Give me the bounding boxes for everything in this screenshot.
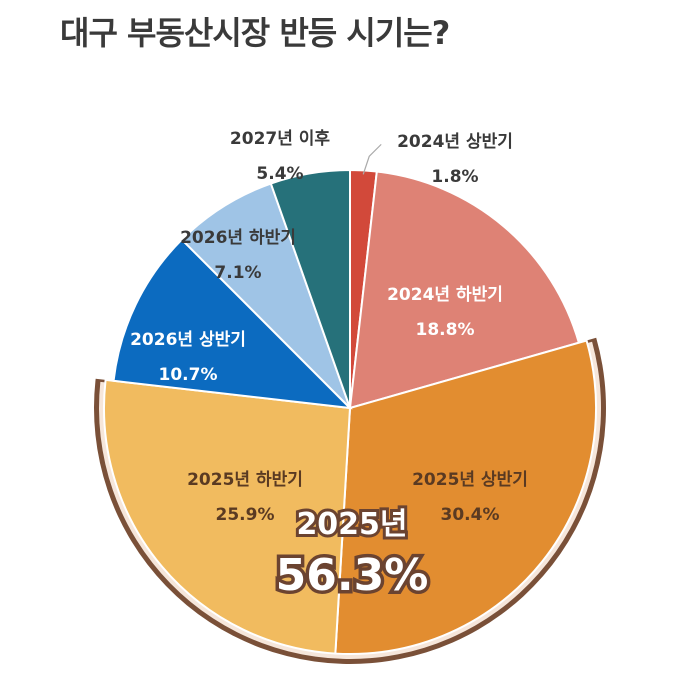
highlight-label: 2025년: [296, 507, 407, 542]
slice-value-2024년-하반기: 18.8%: [416, 320, 475, 340]
slice-label-2025년-상반기: 2025년 상반기: [412, 470, 528, 490]
highlight-value: 56.3%: [276, 550, 429, 601]
slice-value-2025년-상반기: 30.4%: [441, 505, 500, 525]
pie-slice-2025년-하반기: [103, 378, 352, 655]
chart-title: 대구 부동산시장 반등 시기는?: [60, 14, 450, 52]
slice-label-2027년-이후: 2027년 이후: [230, 128, 331, 149]
slice-value-2027년-이후: 5.4%: [256, 164, 303, 184]
leader-line-2024-상반기: [362, 143, 382, 175]
pie-slice-2024년-하반기: [348, 170, 581, 410]
slice-value-2024년-상반기: 1.8%: [431, 167, 478, 187]
slice-value-2026년-하반기: 7.1%: [214, 263, 261, 283]
pie-slice-2025년-상반기: [334, 339, 597, 655]
slice-label-2026년-상반기: 2026년 상반기: [130, 330, 246, 350]
slice-value-2025년-하반기: 25.9%: [216, 505, 275, 525]
pie-slice-2027년-이후: [269, 168, 351, 409]
slice-label-2026년-하반기: 2026년 하반기: [180, 228, 296, 248]
slice-label-2024년-상반기: 2024년 상반기: [397, 132, 513, 152]
pie-slice-2026년-하반기: [180, 182, 351, 409]
pie-slice-2026년-상반기: [112, 238, 353, 410]
slice-label-2025년-하반기: 2025년 하반기: [187, 470, 303, 490]
slice-label-2024년-하반기: 2024년 하반기: [387, 285, 503, 305]
slice-value-2026년-상반기: 10.7%: [159, 365, 218, 385]
